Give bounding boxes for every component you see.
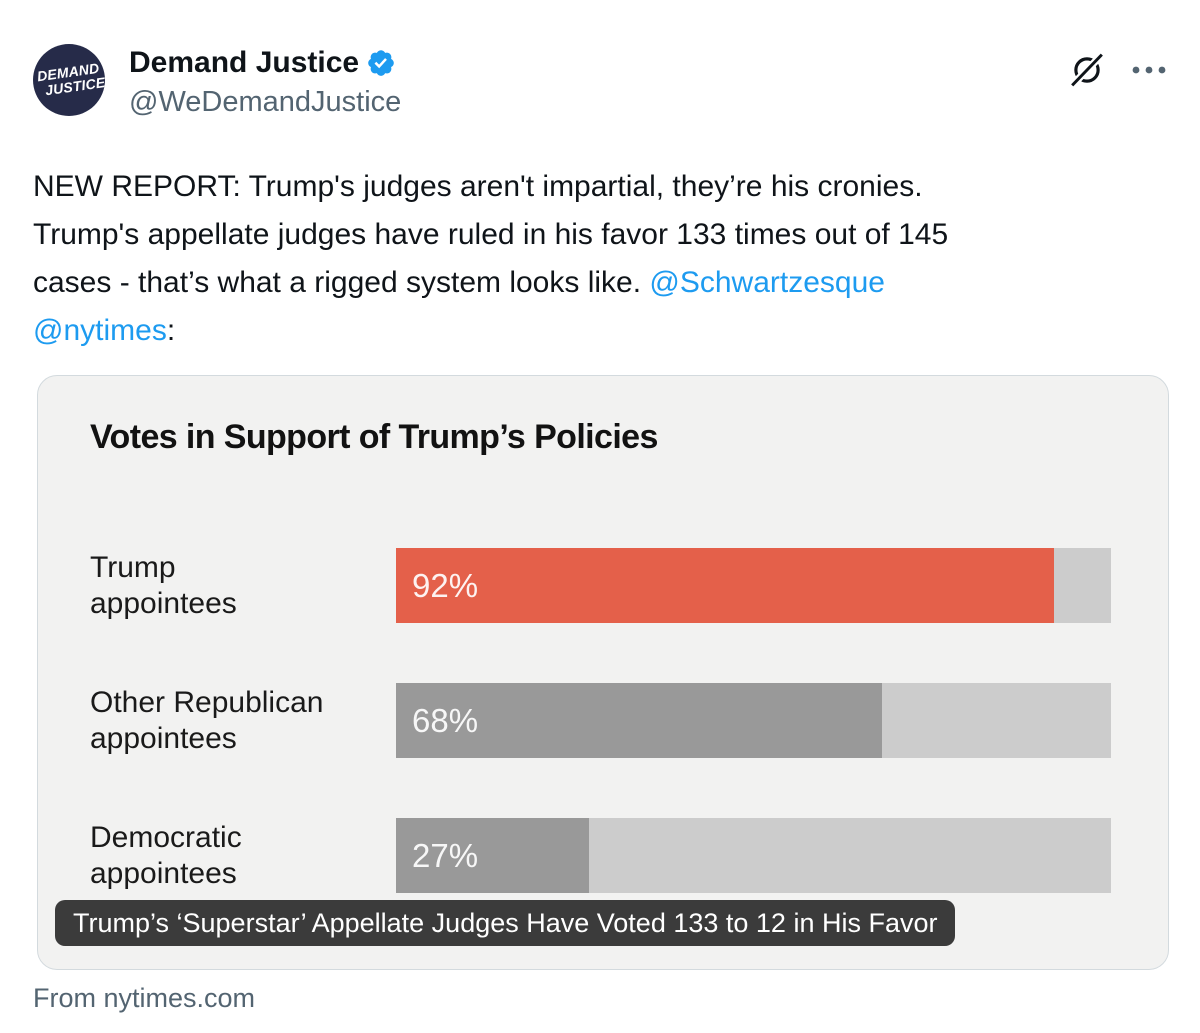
chart-row-trump: Trump appointees 92% [90, 548, 1111, 623]
author-block: Demand Justice @WeDemandJustice [129, 44, 401, 119]
tweet-text: NEW REPORT: Trump's judges aren't impart… [33, 163, 1143, 355]
bar-label: Other Republican appointees [90, 685, 324, 755]
author-handle[interactable]: @WeDemandJustice [129, 86, 402, 118]
bar-track: 92% [396, 548, 1111, 623]
avatar-logo: DEMAND JUSTICE [33, 60, 105, 100]
bar-label: Trump appointees [90, 550, 237, 620]
verified-badge-icon [368, 50, 394, 76]
tweet-text-segment: NEW REPORT: Trump's judges aren't impart… [33, 170, 949, 299]
more-icon[interactable] [1131, 64, 1167, 76]
chart-caption: Trump’s ‘Superstar’ Appellate Judges Hav… [55, 900, 956, 946]
bar-value: 92% [412, 566, 479, 604]
avatar[interactable]: DEMAND JUSTICE [33, 44, 105, 116]
bar-value: 27% [412, 836, 479, 874]
bar-track: 68% [396, 683, 1111, 758]
nyt-chart-card[interactable]: Votes in Support of Trump’s Policies Tru… [37, 375, 1169, 970]
author-display-name: Demand Justice [129, 46, 360, 79]
tweet-header: DEMAND JUSTICE Demand Justice @WeDemandJ… [33, 44, 1167, 119]
grok-icon[interactable] [1069, 52, 1105, 88]
mention-link[interactable]: @Schwartzesque [649, 266, 885, 299]
header-actions [1069, 44, 1167, 88]
bar-fill: 27% [396, 818, 590, 893]
tweet-text-segment: : [166, 314, 176, 347]
bar-chart: Trump appointees 92% Other Republican ap… [90, 548, 1111, 953]
author-name-row[interactable]: Demand Justice [129, 46, 401, 80]
chart-row-other-republican: Other Republican appointees 68% [90, 683, 1111, 758]
bar-fill: 68% [396, 683, 883, 758]
chart-row-democratic: Democratic appointees 27% [90, 818, 1111, 893]
mention-link[interactable]: @nytimes [33, 314, 167, 347]
source-attribution-link[interactable]: From nytimes.com [33, 983, 256, 1013]
bar-value: 68% [412, 701, 479, 739]
bar-track: 27% [396, 818, 1111, 893]
chart-title: Votes in Support of Trump’s Policies [90, 418, 658, 456]
bar-label: Democratic appointees [90, 820, 242, 890]
bar-fill: 92% [396, 548, 1054, 623]
